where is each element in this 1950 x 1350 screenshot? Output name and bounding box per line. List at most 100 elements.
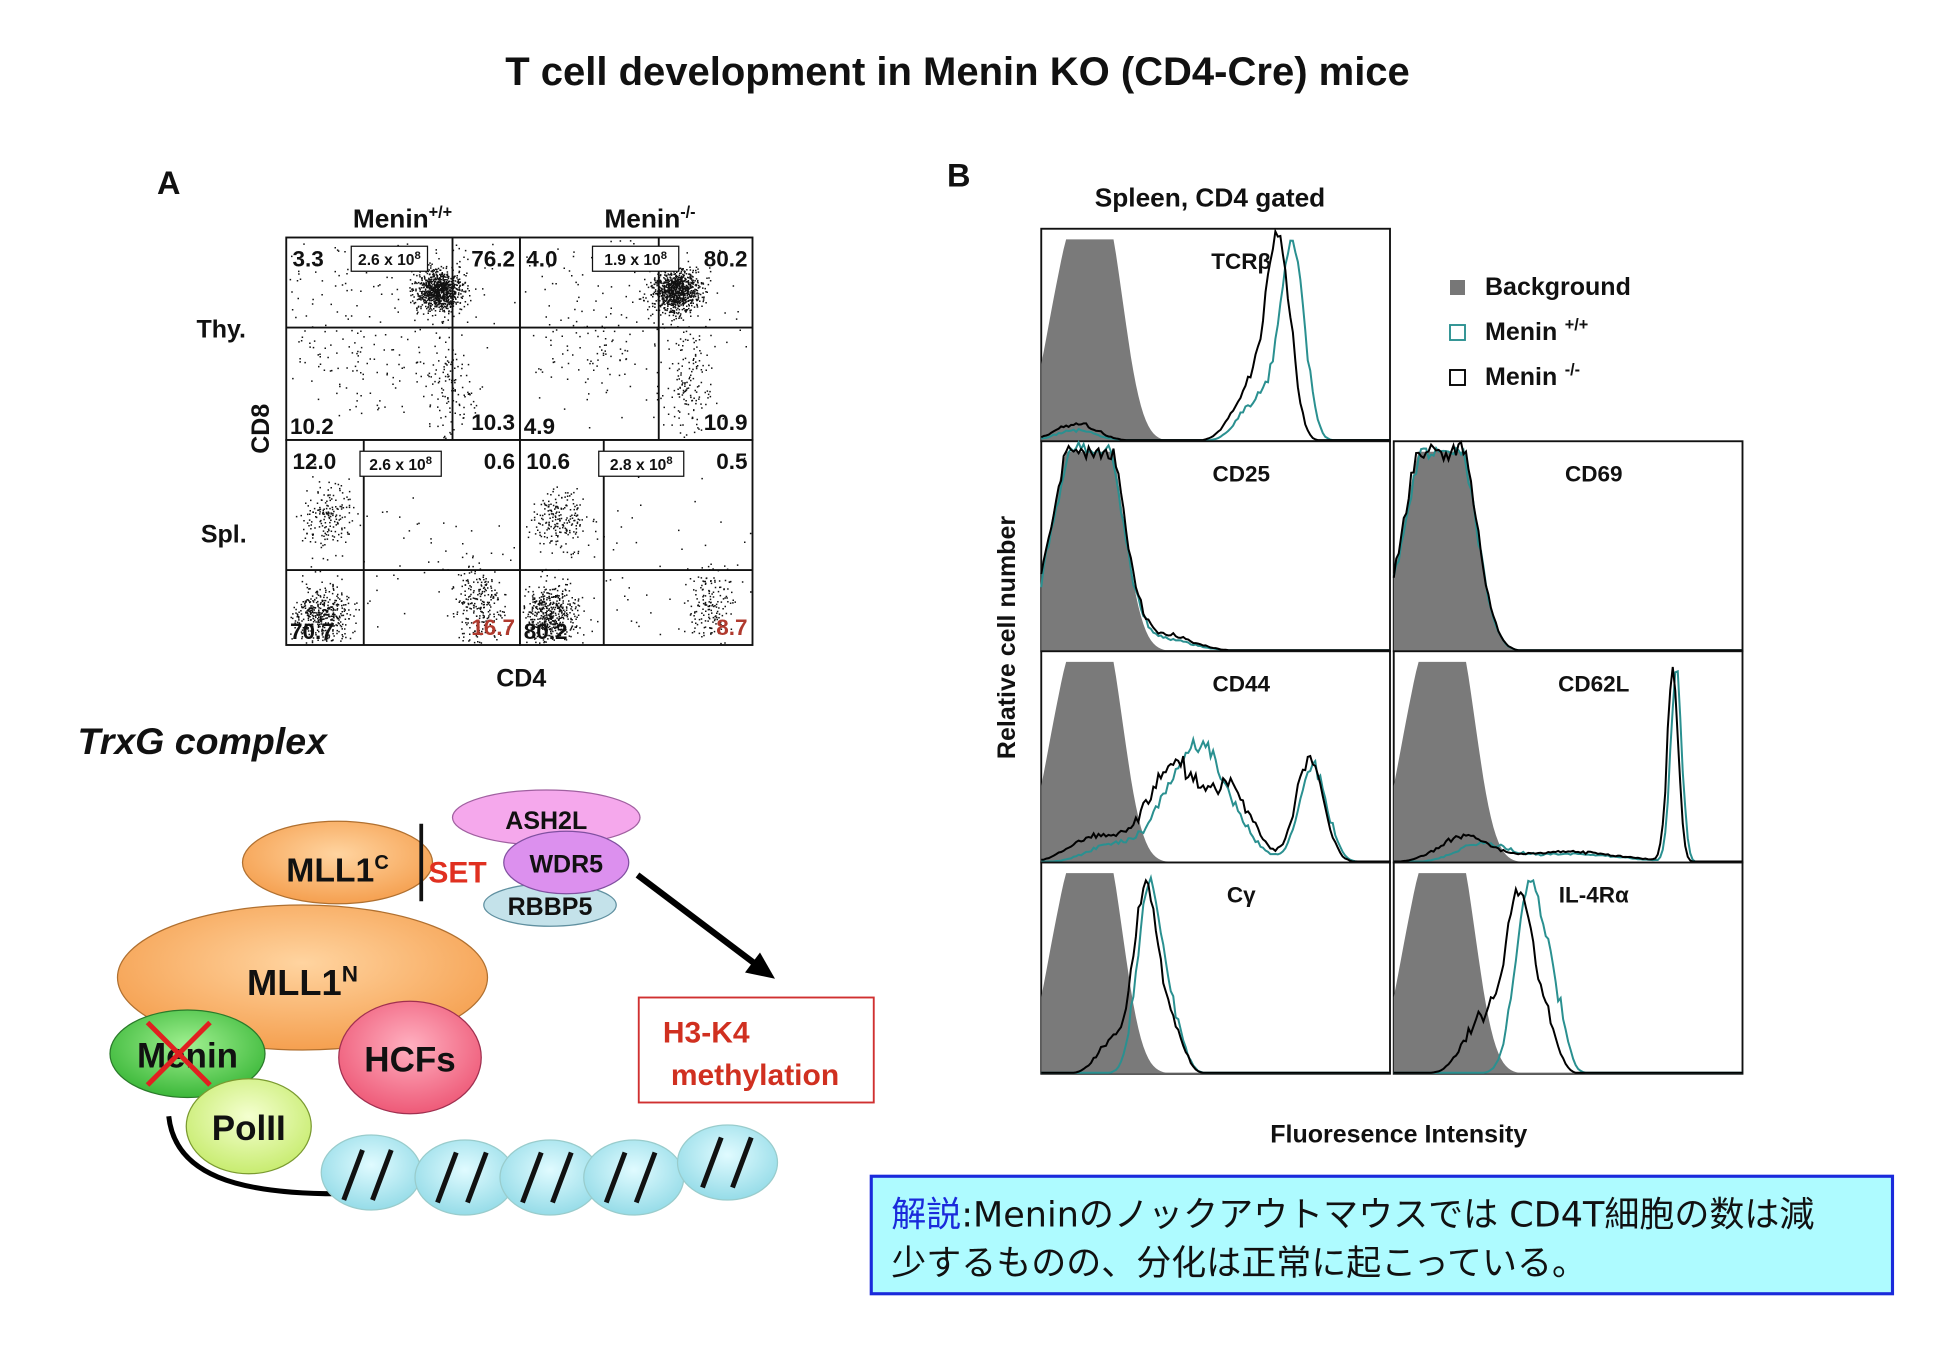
event-dot xyxy=(308,519,311,521)
event-dot xyxy=(446,291,449,293)
event-dot xyxy=(470,586,472,588)
event-dot xyxy=(481,386,484,388)
event-dot xyxy=(319,506,321,509)
event-dot xyxy=(455,301,457,304)
event-dot xyxy=(450,303,452,305)
event-dot xyxy=(429,423,431,425)
event-dot xyxy=(333,536,336,538)
event-dot xyxy=(341,516,344,519)
event-dot xyxy=(685,389,688,391)
event-dot xyxy=(432,276,434,278)
event-dot xyxy=(702,299,705,301)
event-dot xyxy=(459,302,462,304)
event-dot xyxy=(568,590,571,592)
event-dot xyxy=(300,603,303,606)
wt-histogram xyxy=(1041,735,1390,863)
event-dot xyxy=(567,492,569,494)
event-dot xyxy=(700,429,703,431)
event-dot xyxy=(489,623,492,626)
event-dot xyxy=(564,496,566,498)
event-dot xyxy=(681,383,683,386)
event-dot xyxy=(692,362,695,365)
event-dot xyxy=(677,388,679,390)
event-dot xyxy=(442,279,445,282)
event-dot xyxy=(716,610,719,613)
event-dot xyxy=(675,282,677,285)
event-dot xyxy=(444,291,446,293)
event-dot xyxy=(340,640,342,642)
event-dot xyxy=(650,314,652,317)
event-dot xyxy=(680,304,682,306)
event-dot xyxy=(490,606,492,608)
event-dot xyxy=(323,513,325,515)
event-dot xyxy=(427,318,429,321)
event-dot xyxy=(562,596,564,598)
event-dot xyxy=(459,281,462,283)
event-dot xyxy=(564,633,567,635)
event-dot xyxy=(561,524,564,526)
event-dot xyxy=(555,596,557,598)
event-dot xyxy=(640,504,642,507)
event-dot xyxy=(709,395,712,398)
event-dot xyxy=(304,537,307,539)
event-dot xyxy=(301,540,304,542)
event-dot xyxy=(678,396,681,398)
event-dot xyxy=(577,598,580,600)
event-dot xyxy=(445,550,447,552)
event-dot xyxy=(696,289,699,292)
event-dot xyxy=(354,365,357,368)
event-dot xyxy=(549,542,551,544)
event-dot xyxy=(475,404,478,407)
event-dot xyxy=(321,616,324,618)
event-dot xyxy=(693,341,695,344)
event-dot xyxy=(558,607,560,610)
event-dot xyxy=(556,511,558,513)
event-dot xyxy=(490,585,492,588)
event-dot xyxy=(415,281,417,284)
event-dot xyxy=(470,598,472,600)
event-dot xyxy=(448,281,450,283)
event-dot xyxy=(444,415,447,418)
event-dot xyxy=(305,583,308,585)
event-dot xyxy=(542,616,544,619)
event-dot xyxy=(568,270,571,272)
event-dot xyxy=(317,618,319,620)
event-dot xyxy=(693,281,695,284)
event-dot xyxy=(482,612,484,614)
event-dot xyxy=(326,613,329,616)
event-dot xyxy=(431,289,433,291)
event-dot xyxy=(454,291,456,293)
event-dot xyxy=(321,612,324,614)
event-dot xyxy=(692,271,694,274)
event-dot xyxy=(707,608,710,611)
event-dot xyxy=(326,617,329,619)
event-dot xyxy=(575,528,578,530)
event-dot xyxy=(694,627,696,629)
quadrant-value: 8.7 xyxy=(716,615,747,640)
event-dot xyxy=(628,284,631,287)
event-dot xyxy=(465,606,468,608)
event-dot xyxy=(548,621,551,624)
event-dot xyxy=(689,277,692,279)
event-dot xyxy=(310,528,312,530)
event-dot xyxy=(448,361,450,364)
event-dot xyxy=(528,622,531,625)
event-dot xyxy=(351,329,353,332)
event-dot xyxy=(670,273,673,275)
event-dot xyxy=(525,588,527,591)
event-dot xyxy=(688,281,690,284)
event-dot xyxy=(469,627,471,629)
event-dot xyxy=(304,607,307,609)
event-dot xyxy=(304,626,306,628)
event-dot xyxy=(691,279,693,281)
event-dot xyxy=(346,531,349,534)
event-dot xyxy=(478,621,481,623)
event-dot xyxy=(696,293,698,295)
event-dot xyxy=(467,287,469,290)
event-dot xyxy=(570,618,572,621)
event-dot xyxy=(461,367,463,370)
event-dot xyxy=(324,639,326,641)
event-dot xyxy=(438,303,440,306)
event-dot xyxy=(537,624,539,627)
event-dot xyxy=(565,606,568,608)
